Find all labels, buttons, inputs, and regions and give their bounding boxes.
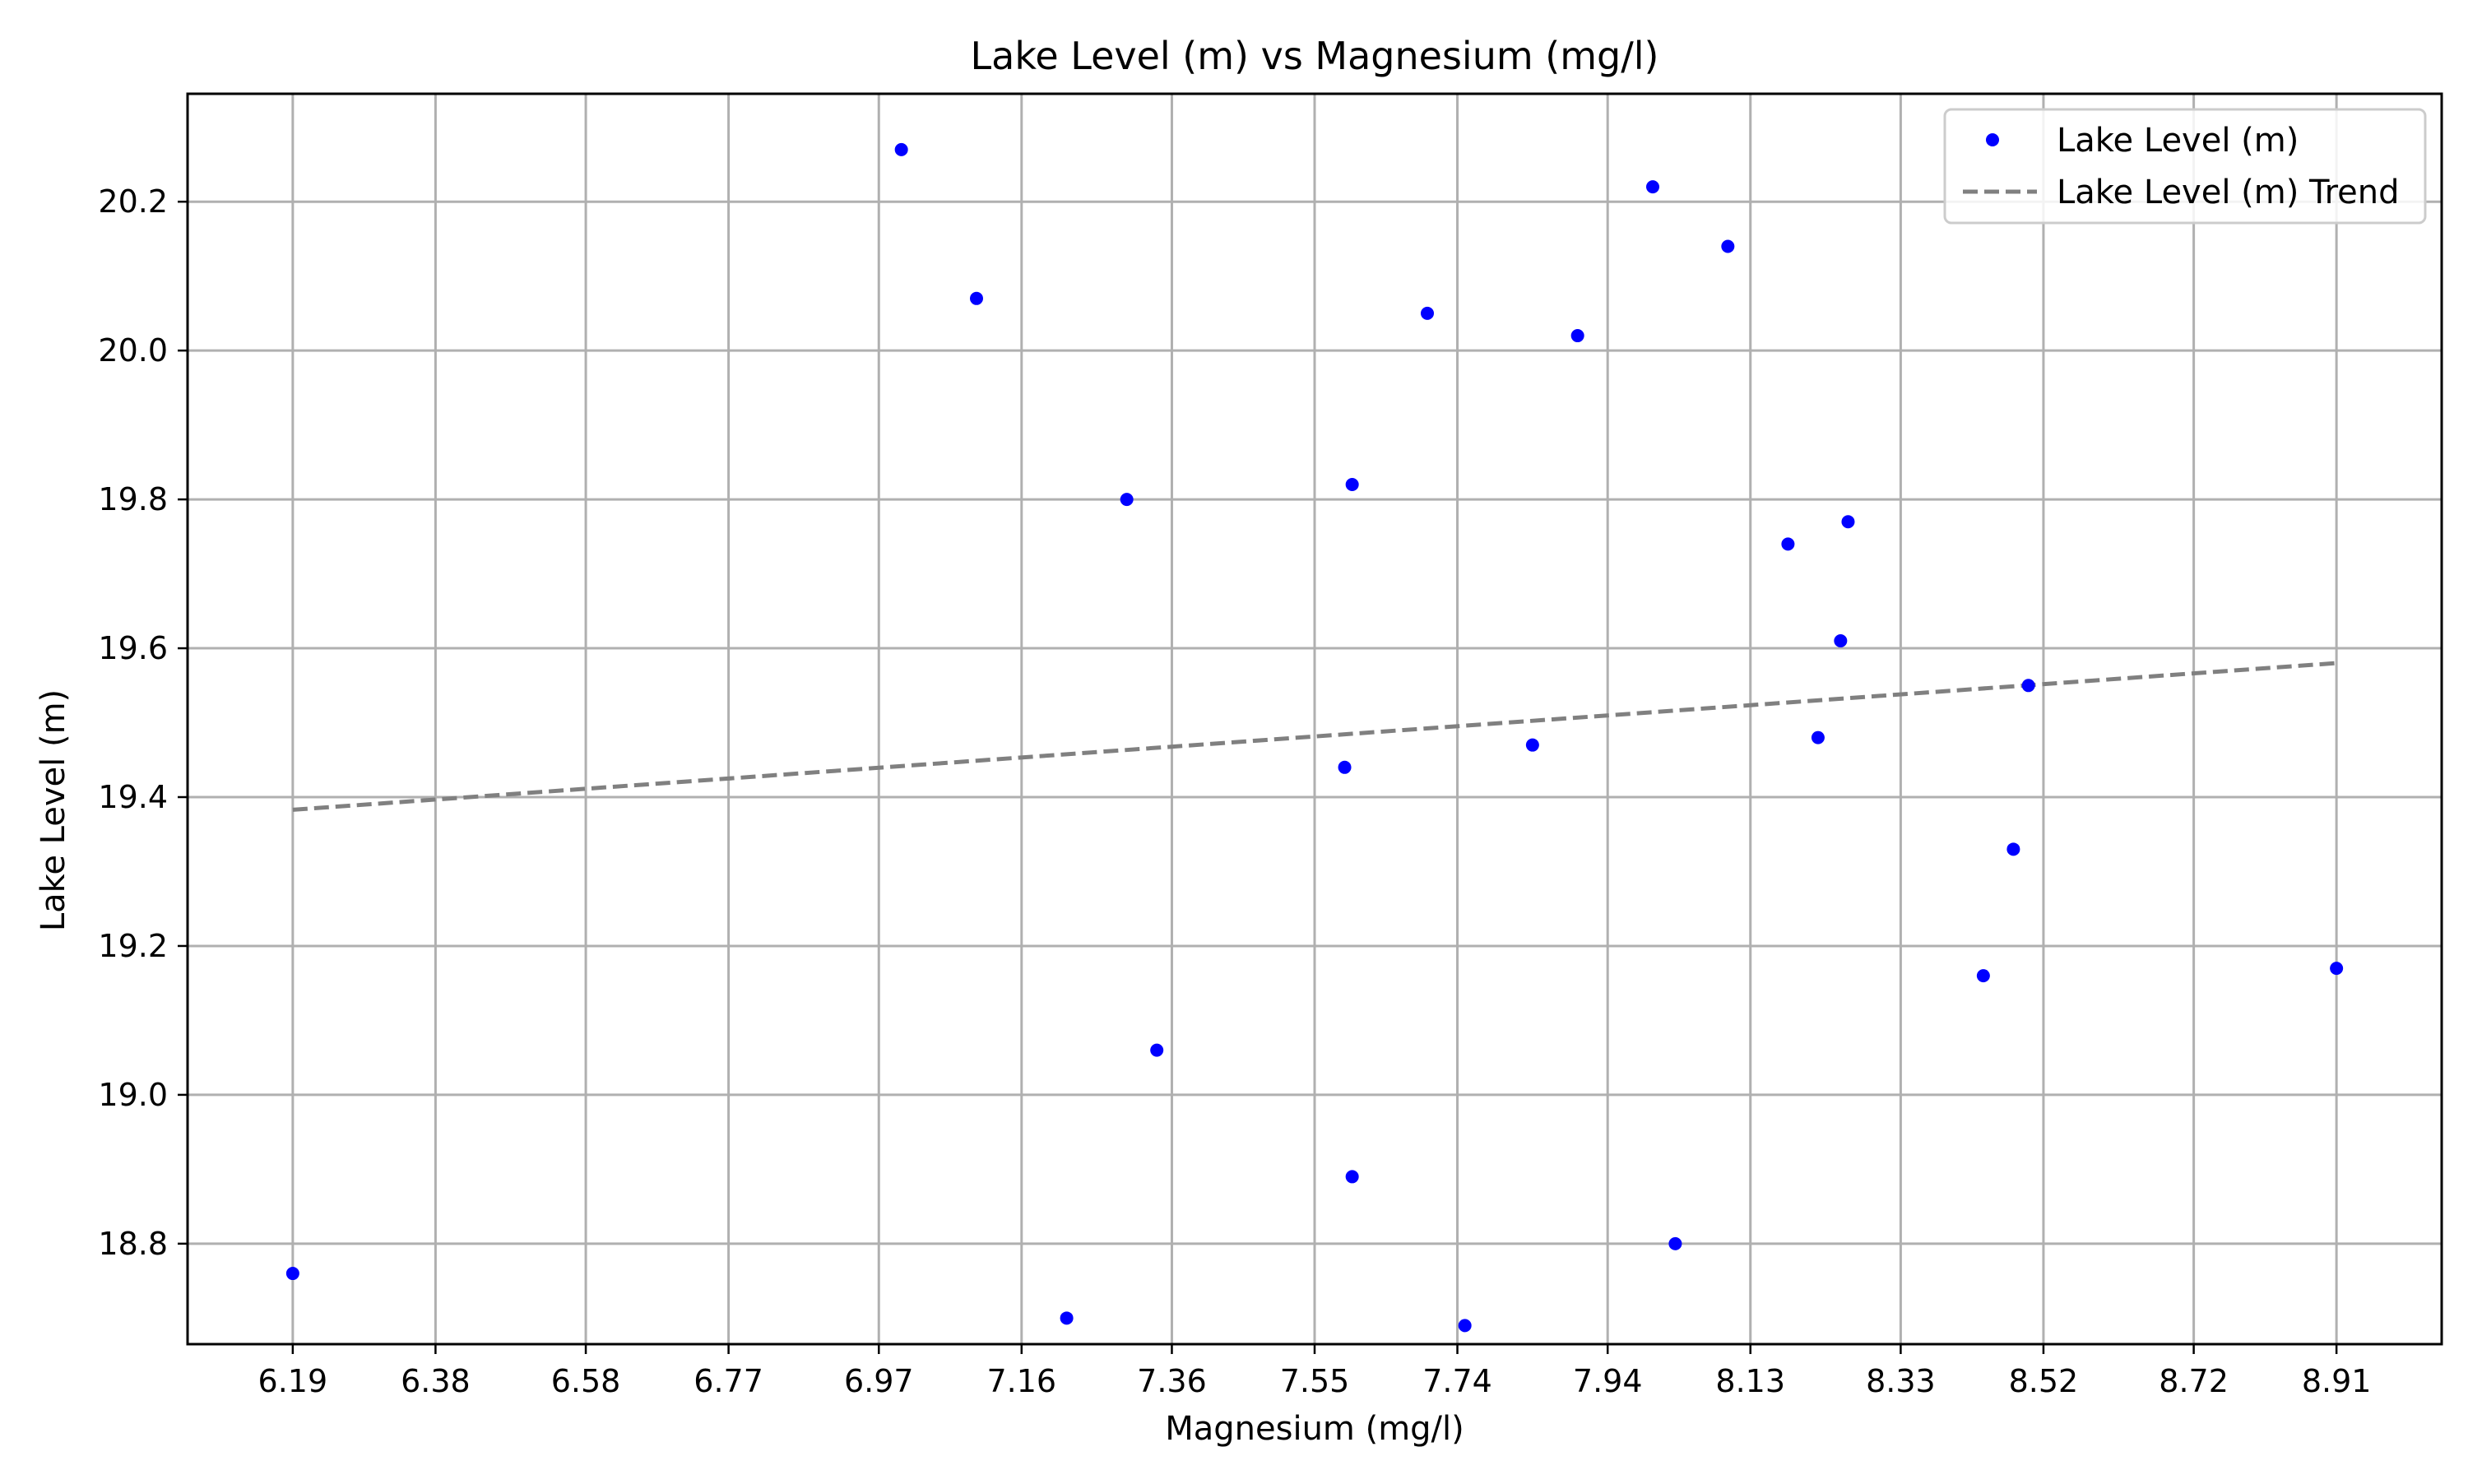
y-tick-label: 19.4 [98,779,168,815]
data-point [1570,329,1584,343]
data-point [1781,537,1795,551]
y-axis-label: Lake Level (m) [35,689,72,931]
legend: Lake Level (m) Lake Level (m) Trend [1943,108,2427,225]
x-axis-label: Magnesium (mg/l) [1165,1410,1464,1448]
x-tick-label: 8.13 [1715,1363,1785,1399]
data-point [1421,306,1434,320]
data-point [1458,1319,1472,1333]
y-tick-label: 19.8 [98,481,168,517]
data-point [1345,1170,1359,1184]
data-point [1976,969,1990,983]
data-point [1834,634,1848,647]
data-point [2006,842,2020,856]
x-tick-label: 8.33 [1866,1363,1936,1399]
data-point [2330,962,2344,976]
x-tick-label: 7.74 [1422,1363,1492,1399]
data-point [894,142,908,156]
x-tick-label: 7.55 [1280,1363,1350,1399]
y-tick-label: 20.0 [98,332,168,369]
data-points-layer [285,142,2344,1333]
data-point [1646,180,1659,194]
chart-title: Lake Level (m) vs Magnesium (mg/l) [971,34,1659,78]
data-point [1120,493,1134,507]
x-tick-label: 7.94 [1573,1363,1643,1399]
legend-box [1943,108,2427,225]
x-tick-label: 6.97 [844,1363,914,1399]
x-tick-label: 6.38 [401,1363,471,1399]
x-tick-label: 7.36 [1137,1363,1207,1399]
grid [188,94,2442,1344]
x-tick-label: 8.52 [2009,1363,2079,1399]
y-tick-label: 19.6 [98,630,168,666]
x-tick-label: 6.19 [258,1363,328,1399]
data-point [285,1267,299,1281]
x-tick-label: 8.91 [2302,1363,2372,1399]
data-point [970,291,983,305]
legend-label: Lake Level (m) [2057,122,2299,160]
legend-marker-swatch [1986,133,1999,146]
data-point [1338,760,1352,774]
data-point [2021,679,2035,693]
data-point [1060,1311,1074,1325]
data-point [1668,1236,1682,1250]
axis-ticks: 6.19 6.38 6.58 6.77 6.97 7.16 7.36 7.55 7.74 7.94… [98,183,2371,1399]
data-point [1721,239,1735,253]
y-tick-label: 19.0 [98,1077,168,1113]
y-tick-label: 18.8 [98,1226,168,1262]
x-tick-label: 6.58 [551,1363,621,1399]
data-point [1811,730,1825,744]
y-tick-label: 19.2 [98,928,168,964]
x-tick-label: 6.77 [694,1363,763,1399]
y-tick-label: 20.2 [98,183,168,220]
data-point [1841,515,1855,529]
legend-label: Lake Level (m) Trend [2057,174,2400,211]
data-point [1150,1043,1164,1057]
x-tick-label: 8.72 [2159,1363,2229,1399]
data-point [1525,738,1539,752]
x-tick-label: 7.16 [986,1363,1056,1399]
data-point [1345,478,1359,491]
